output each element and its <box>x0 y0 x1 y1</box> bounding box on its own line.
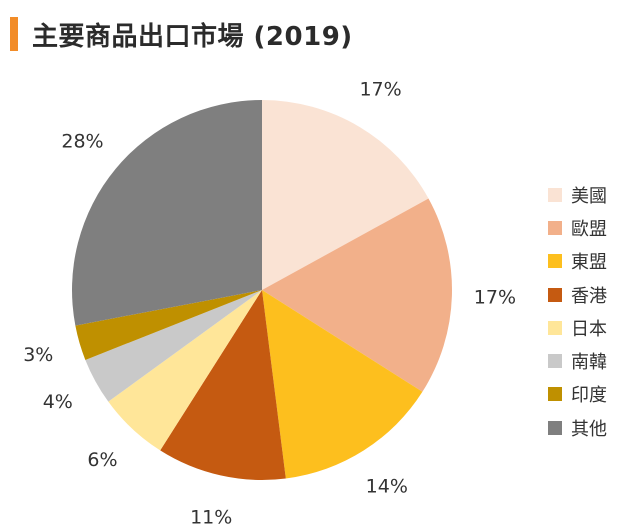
legend-label-5: 日本 <box>571 318 607 340</box>
legend-label-1: 美國 <box>571 185 607 207</box>
pie-slices <box>72 100 452 480</box>
chart-title: 主要商品出口市場 (2019) <box>32 21 353 52</box>
pie-slice-5 <box>108 290 262 451</box>
legend-swatch-2 <box>548 220 562 235</box>
legend-label-4: 香港 <box>571 285 607 307</box>
legend-swatch-5 <box>548 320 562 335</box>
legend-swatch-6 <box>548 354 562 369</box>
chart-legend: 美國歐盟東盟香港日本南韓印度其他 <box>548 178 607 444</box>
title-accent-bar <box>10 17 18 51</box>
legend-item-4: 香港 <box>548 278 607 311</box>
pie-slice-2 <box>262 198 452 392</box>
legend-swatch-8 <box>548 420 562 435</box>
legend-label-2: 歐盟 <box>571 218 607 240</box>
legend-item-3: 東盟 <box>548 245 607 278</box>
legend-item-1: 美國 <box>548 178 607 211</box>
legend-item-5: 日本 <box>548 311 607 344</box>
legend-item-6: 南韓 <box>548 344 607 377</box>
legend-swatch-3 <box>548 254 562 269</box>
legend-item-8: 其他 <box>548 411 607 444</box>
pie-slice-3 <box>262 290 423 479</box>
slice-label-5: 6% <box>87 449 117 471</box>
chart-title-bar: 主要商品出口市場 (2019) <box>0 14 353 54</box>
pie-slice-6 <box>85 290 262 402</box>
slice-label-2: 17% <box>474 286 516 308</box>
legend-item-7: 印度 <box>548 378 607 411</box>
slice-label-1: 17% <box>359 78 401 100</box>
slice-label-8: 28% <box>61 131 103 153</box>
pie-slice-4 <box>160 290 286 480</box>
legend-swatch-7 <box>548 387 562 402</box>
legend-label-8: 其他 <box>571 418 607 440</box>
legend-swatch-1 <box>548 187 562 202</box>
legend-item-2: 歐盟 <box>548 211 607 244</box>
legend-label-3: 東盟 <box>571 252 607 274</box>
slice-label-7: 3% <box>23 344 53 366</box>
legend-swatch-4 <box>548 287 562 302</box>
legend-label-6: 南韓 <box>571 352 607 374</box>
slice-label-3: 14% <box>366 476 408 498</box>
pie-slice-7 <box>75 290 263 360</box>
pie-slice-1 <box>262 100 429 290</box>
pie-labels: 17% 17% 14% 11% 6% 4% 3% 28% <box>23 78 516 528</box>
slice-label-4: 11% <box>190 506 232 528</box>
slice-label-6: 4% <box>43 391 73 413</box>
pie-slice-8 <box>72 100 263 326</box>
legend-label-7: 印度 <box>571 385 607 407</box>
